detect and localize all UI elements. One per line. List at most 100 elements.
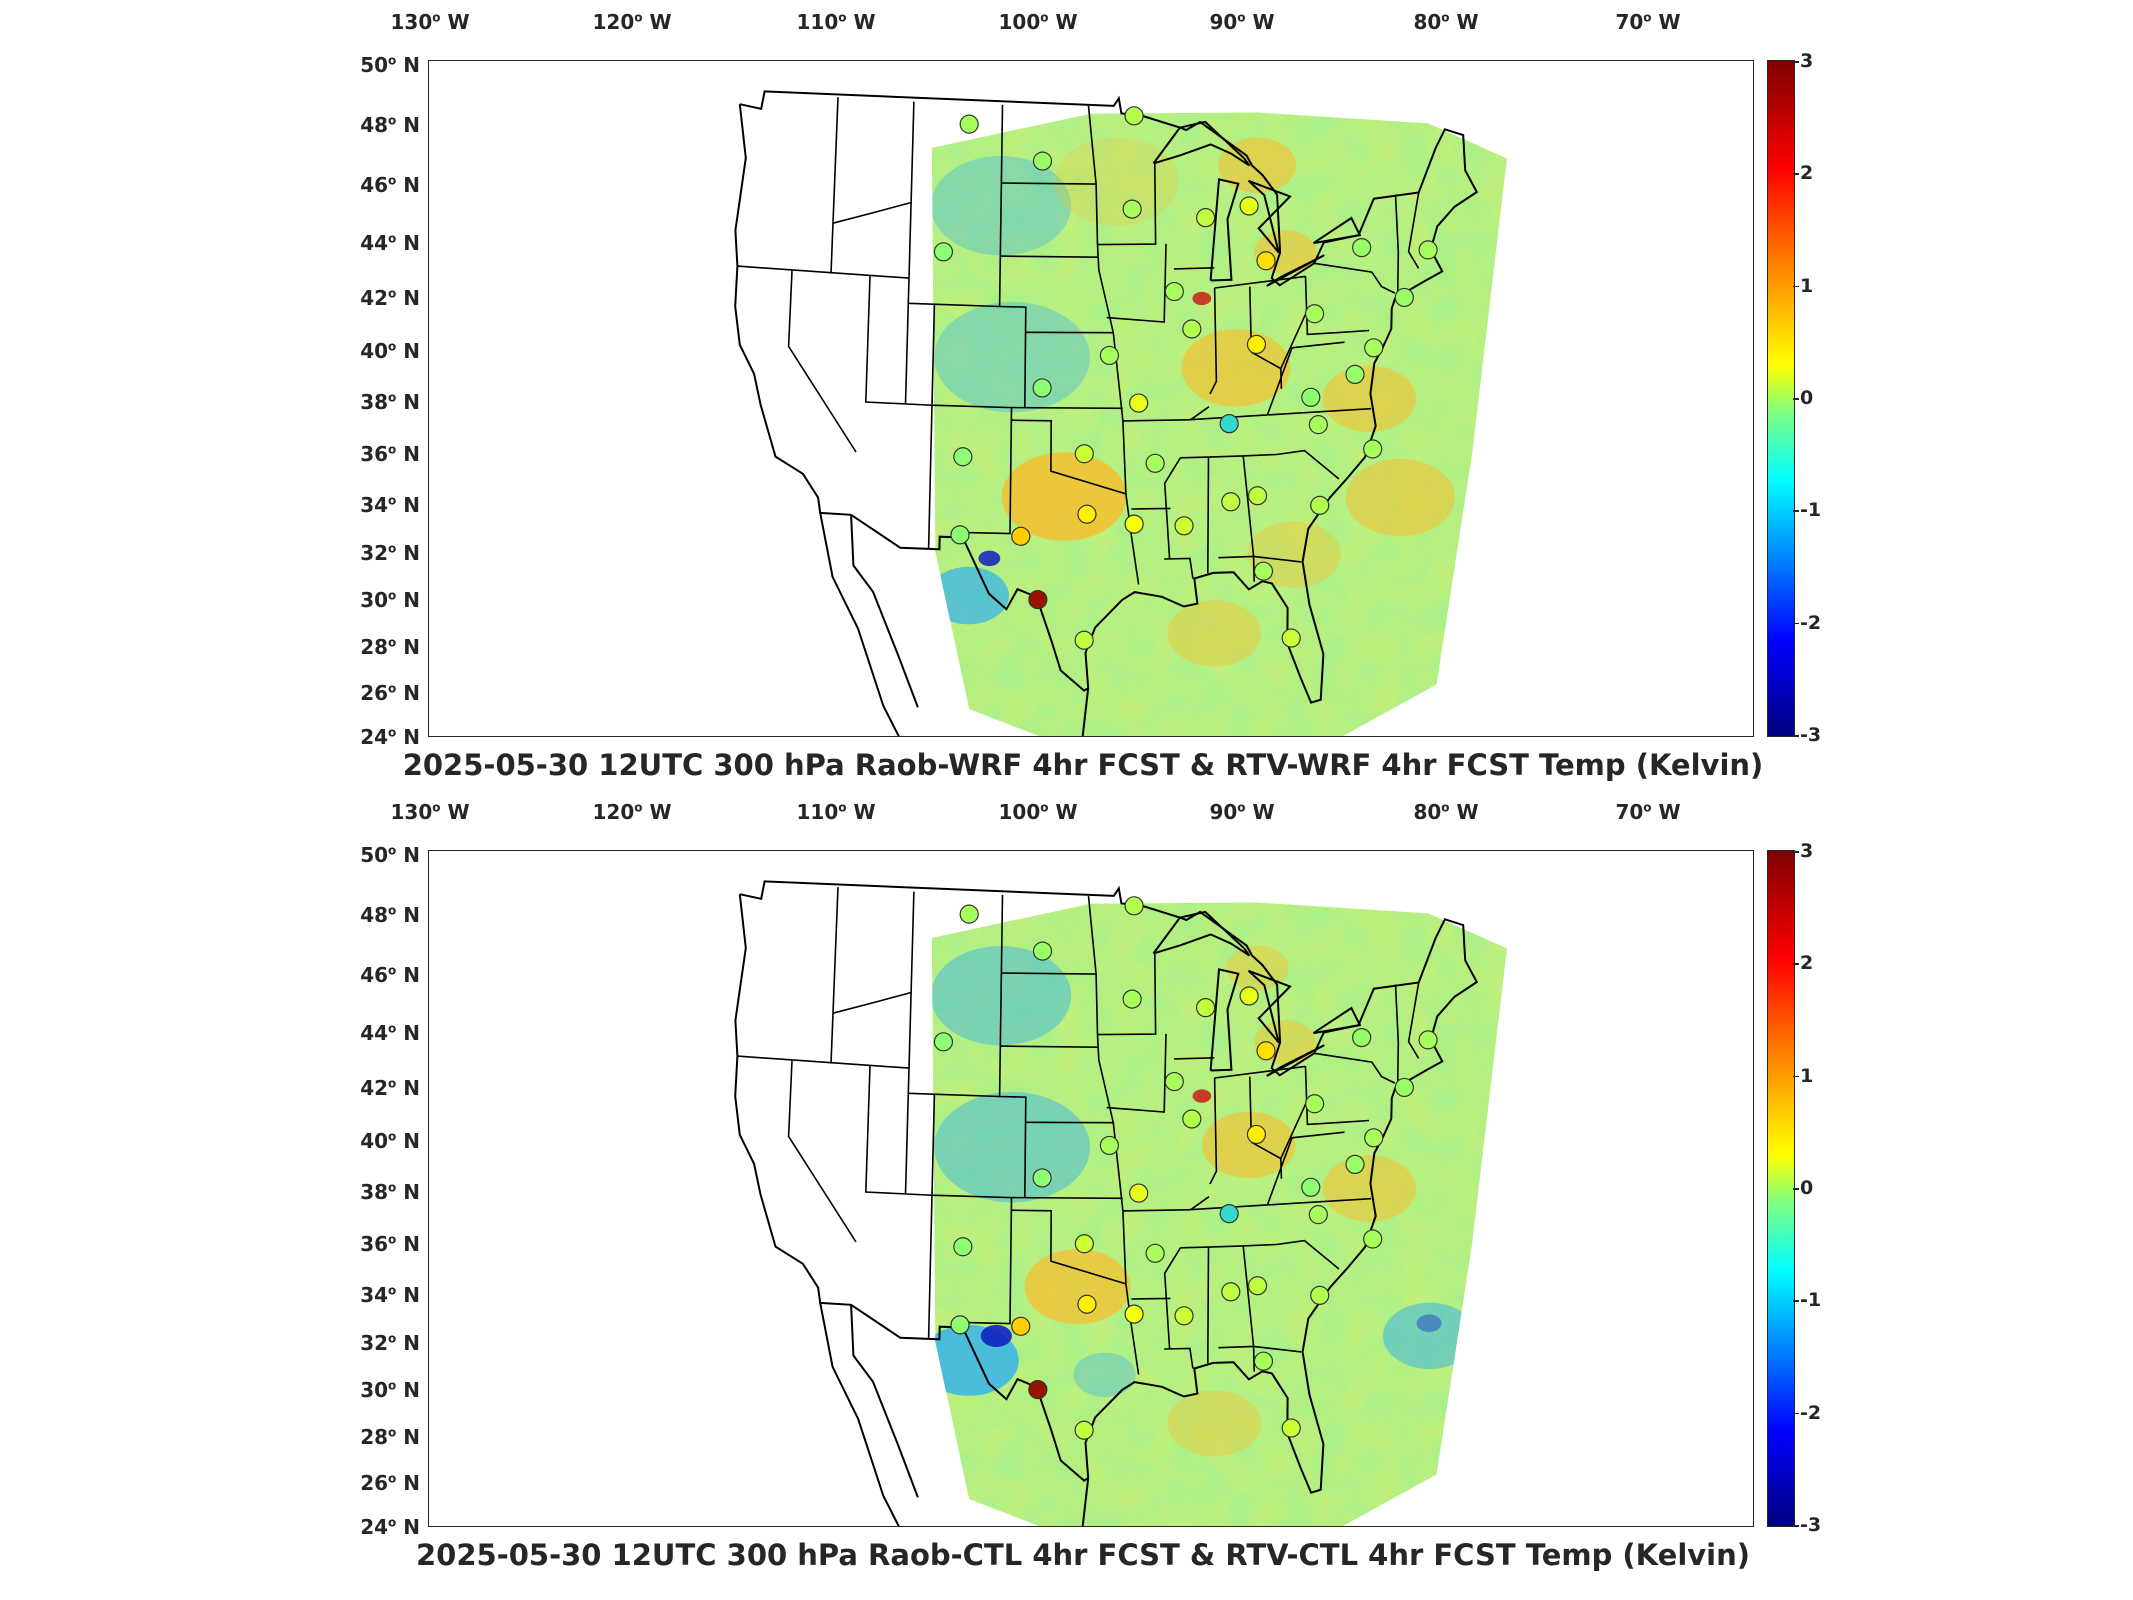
raob-station-marker <box>1281 1418 1301 1438</box>
latitude-tick-label: 50o N <box>360 843 420 867</box>
map-area[interactable] <box>428 850 1754 1527</box>
state-boundary <box>1000 255 1098 258</box>
raob-station-marker <box>1246 334 1267 355</box>
state-boundary <box>1214 1065 1306 1079</box>
anomaly-region <box>1167 600 1262 667</box>
mexico-coastline <box>1081 687 1090 736</box>
longitude-tick-label: 70o W <box>1615 10 1681 34</box>
raob-station-marker <box>1253 561 1274 581</box>
state-boundary <box>1180 1243 1277 1249</box>
latitude-tick-label: 30o N <box>360 1378 420 1402</box>
raob-station-marker <box>1182 319 1202 339</box>
raob-station-marker <box>1195 208 1216 228</box>
raob-station-marker <box>1174 1306 1194 1326</box>
raob-station-marker <box>1028 589 1048 610</box>
field-texture <box>931 112 1507 736</box>
latitude-tick-label: 28o N <box>360 1425 420 1449</box>
mexico-coastline <box>819 512 900 736</box>
anomaly-region <box>980 1324 1012 1347</box>
state-boundary <box>1304 276 1370 336</box>
raob-station-marker <box>959 904 979 924</box>
latitude-tick-label: 40o N <box>360 1129 420 1153</box>
raob-station-marker <box>1256 251 1276 271</box>
raob-station-marker <box>1195 998 1216 1018</box>
state-boundary <box>1407 192 1420 269</box>
panel-title: 2025-05-30 12UTC 300 hPa Raob-WRF 4hr FC… <box>402 748 1764 782</box>
latitude-tick-label: 24o N <box>360 1515 420 1539</box>
latitude-tick-label: 38o N <box>360 1180 420 1204</box>
state-boundary <box>1173 267 1215 270</box>
state-boundary <box>787 270 857 453</box>
longitude-tick-label: 80o W <box>1413 800 1479 824</box>
anomaly-region <box>1192 1089 1212 1103</box>
latitude-tick-label: 42o N <box>360 1076 420 1100</box>
state-boundary <box>864 275 933 549</box>
longitude-tick-label: 100o W <box>998 10 1078 34</box>
state-boundary <box>1251 1141 1283 1179</box>
state-boundary <box>1190 406 1210 421</box>
mexico-coastline <box>850 1304 919 1498</box>
anomaly-region <box>1073 1352 1136 1397</box>
latitude-tick-label: 36o N <box>360 1232 420 1256</box>
raob-station-marker <box>1394 287 1414 308</box>
coastline <box>734 90 1479 704</box>
latitude-tick-label: 50o N <box>360 53 420 77</box>
colorbar-tick-label: -3 <box>1800 1514 1822 1536</box>
colorbar-tick-label: 2 <box>1800 162 1814 185</box>
raob-station-marker <box>1247 1276 1268 1296</box>
raob-station-marker <box>1345 364 1365 384</box>
anomaly-region <box>978 550 1001 567</box>
latitude-tick-label: 38o N <box>360 390 420 414</box>
latitude-tick-label: 28o N <box>360 635 420 659</box>
raob-station-marker <box>1253 1351 1274 1371</box>
colorbar-tick-label: 2 <box>1800 952 1814 975</box>
raob-station-marker <box>1182 1109 1202 1129</box>
raob-station-marker <box>1028 1379 1048 1400</box>
raob-station-marker <box>1124 1304 1144 1324</box>
colorbar-tick-label: -3 <box>1800 724 1822 746</box>
colorbar-tick-mark <box>1793 735 1799 737</box>
state-boundary <box>1097 163 1157 246</box>
raob-station-marker <box>1246 1124 1267 1145</box>
map-area[interactable] <box>428 60 1754 737</box>
anomaly-region <box>934 301 1091 413</box>
state-boundary <box>832 891 915 1014</box>
state-boundary <box>1218 1345 1302 1353</box>
state-boundary <box>864 1065 933 1339</box>
colorbar-tick-mark <box>1793 622 1799 625</box>
state-boundary <box>1097 953 1157 1036</box>
colorbar-tick-label: 1 <box>1800 274 1814 297</box>
anomaly-region <box>934 1091 1091 1203</box>
raob-station-marker <box>1032 378 1052 398</box>
raob-station-marker <box>950 525 970 545</box>
raob-station-marker <box>1099 1135 1120 1156</box>
colorbar-tick-mark <box>1793 1188 1799 1190</box>
state-boundary <box>998 104 1027 408</box>
state-boundary <box>1314 262 1396 294</box>
raob-station-marker <box>1099 345 1120 366</box>
raob-station-marker <box>933 242 954 262</box>
state-boundary <box>1314 1052 1396 1084</box>
state-boundary <box>1011 419 1127 495</box>
colorbar-tick-label: 3 <box>1800 840 1814 862</box>
state-boundary <box>931 1094 1013 1325</box>
state-boundary <box>1163 1247 1182 1349</box>
longitude-tick-label: 120o W <box>592 10 672 34</box>
raob-station-marker <box>1074 630 1094 650</box>
longitude-tick-label: 80o W <box>1413 10 1479 34</box>
state-boundary <box>1122 419 1188 422</box>
anomaly-region <box>1416 1314 1442 1333</box>
colorbar-tick-label: -2 <box>1800 611 1822 634</box>
lake-outline <box>1266 1044 1325 1077</box>
state-boundary <box>1106 243 1167 323</box>
state-boundary <box>737 265 910 279</box>
state-boundary <box>1164 1347 1194 1369</box>
latitude-tick-label: 24o N <box>360 725 420 749</box>
raob-station-marker <box>1124 514 1144 534</box>
latitude-tick-label: 32o N <box>360 1331 420 1355</box>
state-boundary <box>1011 1196 1123 1200</box>
colorbar-tick-mark <box>1793 510 1799 512</box>
colorbar-tick-mark <box>1793 398 1799 400</box>
latitude-tick-label: 40o N <box>360 339 420 363</box>
latitude-tick-label: 36o N <box>360 442 420 466</box>
